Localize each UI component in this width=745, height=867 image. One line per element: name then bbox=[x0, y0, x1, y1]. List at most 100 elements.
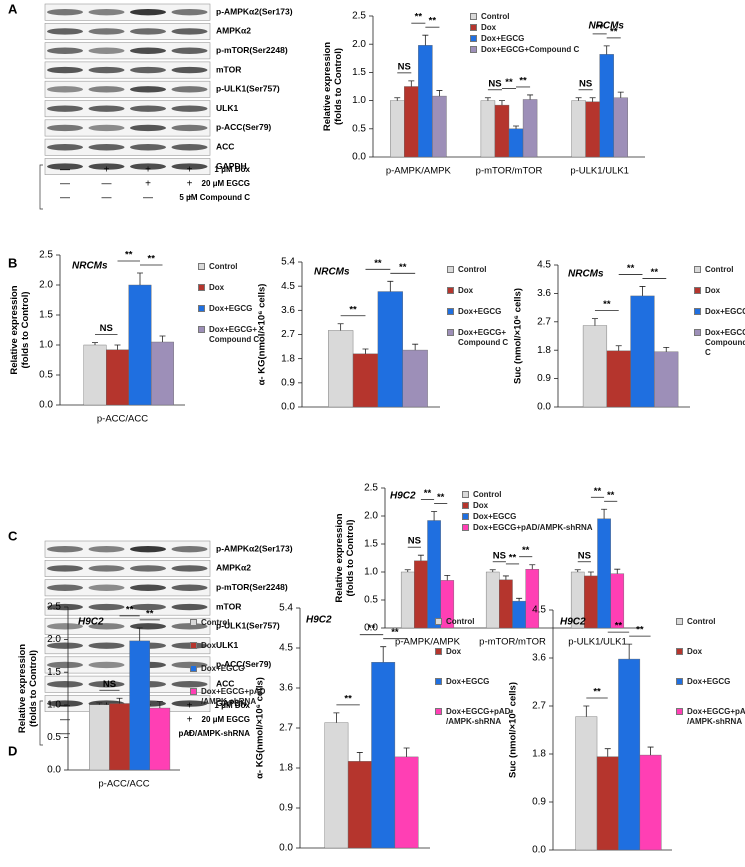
significance-label: ** bbox=[603, 299, 611, 310]
blot-band bbox=[47, 661, 83, 669]
significance-label: ** bbox=[519, 75, 527, 86]
x-tick-label: p-ULK1/ULK1 bbox=[568, 637, 627, 648]
y-tick-label: 3.6 bbox=[281, 305, 295, 316]
y-axis-label: (folds to Control) bbox=[345, 519, 356, 596]
legend-label: Dox+EGCG bbox=[209, 304, 253, 313]
error-bar bbox=[601, 508, 608, 519]
legend-swatch bbox=[470, 24, 477, 31]
blot-strip bbox=[44, 3, 211, 21]
significance-label: ** bbox=[146, 608, 154, 619]
y-tick-label: 1.0 bbox=[352, 95, 366, 106]
legend-swatch bbox=[447, 329, 454, 336]
legend-swatch bbox=[435, 648, 442, 655]
legend-item: Dox+EGCG+ Compound C bbox=[198, 325, 286, 345]
bar bbox=[347, 761, 372, 849]
legend-label: Control bbox=[481, 12, 510, 21]
significance-label: ** bbox=[399, 262, 407, 273]
treatment-label: 5 μM Compound C bbox=[179, 193, 250, 202]
y-tick-label: 1.5 bbox=[39, 310, 53, 321]
legend-swatch bbox=[694, 266, 701, 273]
blot-label: p-ACC(Ser79) bbox=[216, 659, 271, 669]
significance-label: ** bbox=[651, 267, 659, 278]
error-bar bbox=[408, 80, 415, 87]
legend-label: Dox bbox=[687, 647, 703, 656]
blot-band bbox=[47, 86, 83, 93]
blot-label: p-ACC(Ser79) bbox=[216, 122, 271, 132]
error-bar bbox=[587, 571, 594, 576]
blot-band bbox=[130, 124, 166, 132]
y-tick-label: 2.5 bbox=[364, 483, 378, 494]
legend-item: Dox bbox=[470, 23, 640, 33]
error-bar bbox=[337, 323, 344, 331]
error-bar bbox=[96, 702, 103, 705]
treatment-mark: — bbox=[102, 179, 112, 190]
error-bar bbox=[444, 574, 451, 581]
treatment-label: pAD/AMPK-shRNA bbox=[178, 729, 250, 738]
legend-item: Control bbox=[435, 617, 530, 627]
blot-band bbox=[88, 124, 125, 132]
blot-band bbox=[171, 623, 208, 630]
y-tick-label: 1.8 bbox=[279, 763, 293, 774]
y-axis-label: Suc (nmol/×10⁶ cells) bbox=[508, 682, 519, 778]
chart-annotation: H9C2 bbox=[390, 491, 416, 502]
legend-label: Dox bbox=[705, 286, 721, 295]
legend-label: Control bbox=[201, 618, 230, 627]
blot-band bbox=[47, 105, 83, 112]
significance-label: ** bbox=[593, 687, 601, 698]
legend-item: Dox+EGCG bbox=[435, 677, 530, 687]
legend-item: Control bbox=[447, 265, 542, 275]
bar bbox=[324, 722, 349, 849]
legend-item: Dox+EGCG bbox=[676, 677, 745, 687]
blot-strip bbox=[44, 100, 211, 118]
significance-label: NS bbox=[493, 550, 506, 561]
significance-label: ** bbox=[596, 22, 604, 33]
blot-strip bbox=[44, 617, 211, 635]
blot-label: GAPDH bbox=[216, 161, 247, 171]
y-tick-label: 0.9 bbox=[537, 373, 551, 384]
y-tick-label: 1.0 bbox=[39, 340, 53, 351]
legend-item: Control bbox=[198, 262, 286, 272]
y-tick-label: 0.0 bbox=[39, 400, 53, 411]
legend-swatch bbox=[676, 648, 683, 655]
legend-swatch bbox=[190, 688, 197, 695]
error-bar bbox=[639, 286, 646, 296]
blot-band bbox=[47, 8, 83, 16]
y-tick-label: 1.0 bbox=[47, 699, 61, 710]
blot-band bbox=[88, 623, 125, 630]
y-tick-label: 1.5 bbox=[364, 539, 378, 550]
blot-band bbox=[171, 681, 208, 688]
y-tick-label: 0.9 bbox=[279, 803, 293, 814]
error-bar bbox=[422, 34, 429, 46]
bar bbox=[582, 325, 608, 408]
legend-item: Dox+EGCG+pAD /AMPK-shRNA bbox=[676, 707, 745, 727]
significance-label: ** bbox=[594, 486, 602, 497]
bar bbox=[508, 128, 524, 158]
blot-strip bbox=[44, 42, 211, 60]
legend-swatch bbox=[198, 305, 205, 312]
treatment-mark: — bbox=[60, 715, 70, 726]
y-tick-label: 0.5 bbox=[39, 370, 53, 381]
blot-band bbox=[130, 8, 166, 16]
y-tick-label: 3.6 bbox=[537, 288, 551, 299]
legend-label: Dox bbox=[209, 283, 225, 292]
blot-label: ACC bbox=[216, 679, 234, 689]
legend-label: Dox+EGCG bbox=[687, 677, 731, 686]
y-tick-label: 0.5 bbox=[47, 732, 61, 743]
bar bbox=[575, 716, 598, 851]
treatment-mark: + bbox=[187, 715, 193, 726]
chart-annotation: H9C2 bbox=[306, 615, 332, 626]
legend-item: Dox bbox=[694, 286, 744, 296]
bar bbox=[402, 349, 428, 408]
error-bar bbox=[333, 712, 340, 723]
y-axis-label: (folds to Control) bbox=[20, 291, 31, 368]
significance-label: ** bbox=[505, 77, 513, 88]
x-tick-label: p-mTOR/mTOR bbox=[476, 166, 543, 177]
treatment-label: 20 μM EGCG bbox=[202, 715, 250, 724]
y-axis-label: Relative expression bbox=[17, 644, 28, 733]
y-tick-label: 0.0 bbox=[47, 765, 61, 776]
legend-item: Dox+EGCG+ Compound C bbox=[694, 328, 745, 358]
legend-item: Dox+EGCG bbox=[447, 307, 542, 317]
treatment-mark: — bbox=[60, 165, 70, 176]
legend: Control Dox Dox+EGCG Dox+EGCG+ Compound C bbox=[198, 262, 286, 356]
blot-band bbox=[47, 700, 83, 707]
